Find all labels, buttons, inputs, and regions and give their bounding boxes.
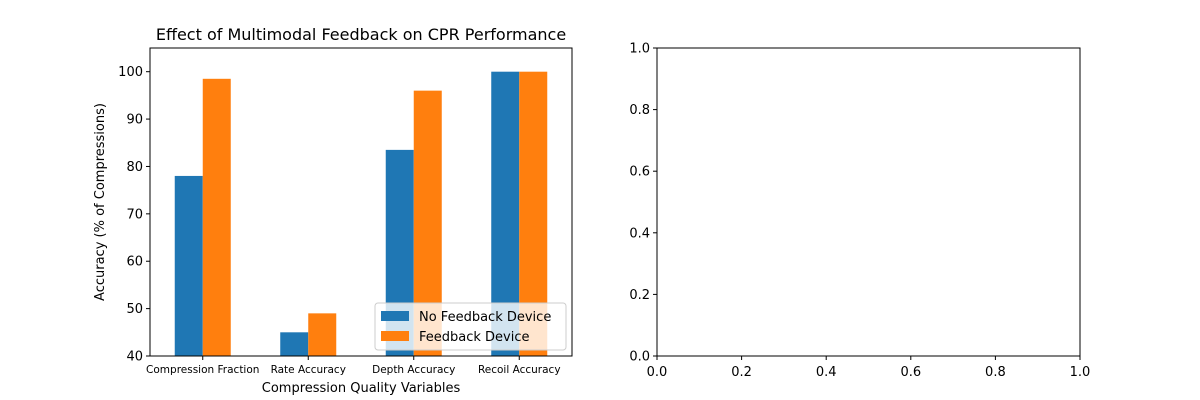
y-tick-label: 0.2 bbox=[629, 288, 650, 303]
legend-box bbox=[374, 302, 567, 351]
legend-swatch bbox=[381, 331, 409, 341]
bar bbox=[174, 175, 203, 356]
x-tick-label: 0.0 bbox=[647, 365, 668, 380]
x-tick-label: Rate Accuracy bbox=[271, 364, 346, 376]
y-tick-label: 0.6 bbox=[629, 165, 650, 180]
y-tick-label: 60 bbox=[126, 255, 143, 270]
y-tick-label: 0.4 bbox=[629, 226, 650, 241]
x-tick-label: Recoil Accuracy bbox=[478, 364, 561, 376]
chart-title: Effect of Multimodal Feedback on CPR Per… bbox=[156, 25, 566, 44]
y-tick-label: 50 bbox=[126, 302, 143, 317]
x-tick-label: 0.4 bbox=[816, 365, 837, 380]
x-axis-ticks: Compression Fraction Rate Accuracy Depth A… bbox=[146, 356, 561, 376]
x-axis-ticks: 0.0 0.2 0.4 0.6 0.8 1.0 bbox=[647, 356, 1091, 380]
bar bbox=[280, 332, 309, 356]
y-axis-ticks: 0.0 0.2 0.4 0.6 0.8 1.0 bbox=[629, 42, 657, 365]
legend: No Feedback Device Feedback Device bbox=[374, 302, 567, 351]
bar bbox=[202, 78, 231, 357]
x-tick-label: 0.2 bbox=[731, 365, 752, 380]
plot-frame bbox=[149, 47, 573, 357]
empty-axes: 0.0 0.2 0.4 0.6 0.8 1.0 0.0 0.2 0.4 0.6 0.8 1.0 bbox=[629, 42, 1090, 381]
legend-label: No Feedback Device bbox=[419, 310, 551, 325]
bar-chart: Effect of Multimodal Feedback on CPR Per… bbox=[93, 25, 573, 396]
y-tick-label: 100 bbox=[118, 65, 143, 80]
legend-label: Feedback Device bbox=[419, 330, 530, 345]
y-tick-label: 70 bbox=[126, 207, 143, 222]
x-axis-label: Compression Quality Variables bbox=[262, 381, 461, 396]
x-tick-label: 1.0 bbox=[1070, 365, 1091, 380]
plot-frame bbox=[656, 47, 1081, 357]
y-tick-label: 90 bbox=[126, 113, 143, 128]
y-tick-label: 80 bbox=[126, 160, 143, 175]
y-axis-label: Accuracy (% of Compressions) bbox=[93, 103, 108, 301]
y-tick-label: 0.8 bbox=[629, 103, 650, 118]
y-tick-label: 0.0 bbox=[629, 350, 650, 365]
y-axis-ticks: 40 50 60 70 80 90 100 bbox=[118, 65, 150, 365]
x-tick-label: 0.8 bbox=[985, 365, 1006, 380]
x-tick-label: Compression Fraction bbox=[146, 364, 259, 376]
bar bbox=[308, 313, 337, 356]
legend-swatch bbox=[381, 311, 409, 321]
x-tick-label: Depth Accuracy bbox=[372, 364, 455, 376]
y-tick-label: 1.0 bbox=[629, 42, 650, 57]
x-tick-label: 0.6 bbox=[900, 365, 921, 380]
y-tick-label: 40 bbox=[126, 350, 143, 365]
